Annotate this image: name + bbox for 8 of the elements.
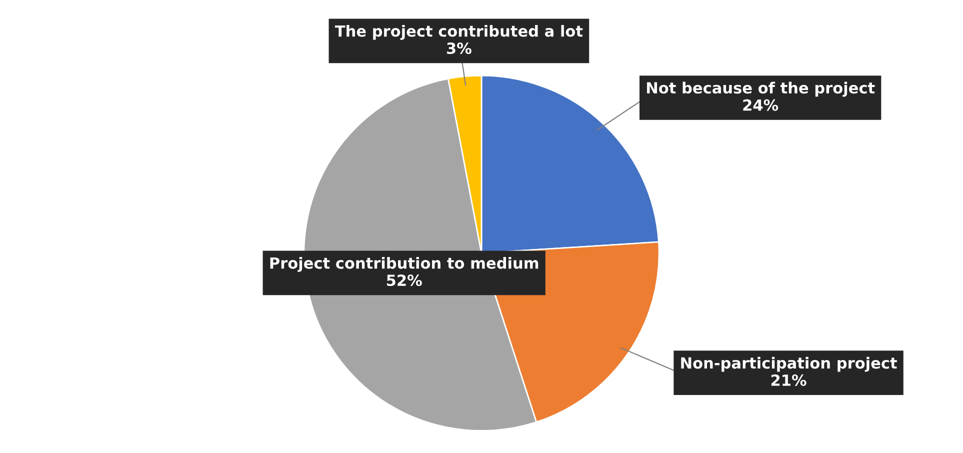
- data-label: 3%: [446, 42, 472, 54]
- slice-label: The project contributed a lot: [334, 24, 583, 40]
- data-label: 21%: [771, 374, 806, 386]
- slice-label: Non-participation project: [681, 356, 897, 372]
- slice-label: Not because of the project: [647, 82, 875, 97]
- data-label: 52%: [386, 274, 422, 286]
- data-label: 24%: [743, 99, 778, 111]
- slice-label: Project contribution to medium: [270, 257, 538, 272]
